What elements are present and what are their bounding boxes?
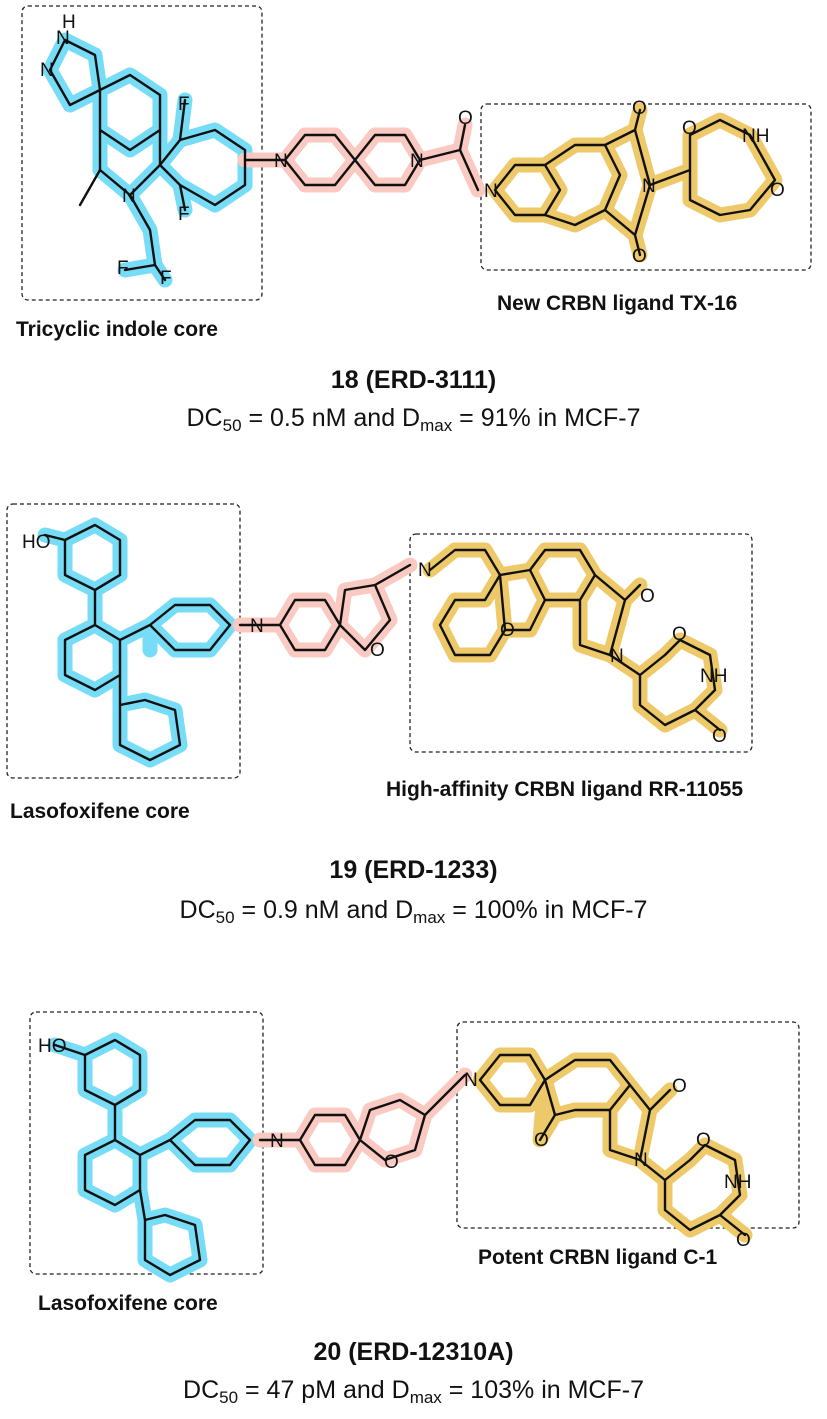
atom-label: H — [62, 12, 76, 33]
atom-label: N — [610, 646, 624, 667]
structure-compound-19: HO N O N O O N O NH O — [6, 503, 753, 779]
atom-label: N — [122, 186, 136, 207]
atom-label: O — [682, 118, 697, 139]
box-crbn-ligand-rr11055 — [409, 533, 753, 753]
atom-label: O — [736, 1230, 751, 1251]
label-crbn-ligand-tx16: New CRBN ligand TX-16 — [497, 292, 738, 315]
dmax-value: = 91% in MCF-7 — [452, 404, 641, 432]
dc50-value: = 0.5 nM and D — [241, 404, 421, 432]
atom-label: N — [642, 176, 656, 197]
structure-compound-18: N H N N F F F F N N O N O O N O NH O — [21, 5, 812, 301]
atom-label: F — [178, 94, 190, 115]
atom-label: F — [117, 258, 129, 279]
dc50-prefix: DC — [183, 1376, 220, 1404]
compound-20-activity: DC50 = 47 pM and Dmax = 103% in MCF-7 — [0, 1376, 827, 1407]
box-lasofoxifene-core — [6, 503, 241, 779]
dmax-sub: max — [420, 416, 453, 435]
label-lasofoxifene-core-2: Lasofoxifene core — [38, 1292, 218, 1315]
atom-label: O — [672, 624, 687, 645]
atom-label: N — [274, 151, 288, 172]
dc50-value: = 47 pM and D — [238, 1376, 410, 1404]
atom-label: N — [270, 1131, 284, 1152]
atom-label: N — [464, 1070, 478, 1091]
compound-20-name: 20 (ERD-12310A) — [313, 1338, 514, 1366]
atom-label: F — [160, 268, 172, 289]
atom-label: O — [696, 1130, 711, 1151]
bonds — [48, 38, 777, 282]
compound-18-activity: DC50 = 0.5 nM and Dmax = 91% in MCF-7 — [0, 404, 827, 435]
structure-compound-20: HO N O N O O N O NH O — [29, 1011, 800, 1283]
dmax-sub: max — [413, 908, 446, 927]
dc50-prefix: DC — [179, 896, 216, 924]
atom-label: N — [250, 616, 264, 637]
atom-label: O — [640, 586, 655, 607]
dc50-sub: 50 — [222, 416, 242, 435]
bonds — [43, 523, 722, 762]
bonds — [53, 1038, 747, 1277]
label-crbn-ligand-c1: Potent CRBN ligand C-1 — [478, 1246, 718, 1269]
dc50-prefix: DC — [186, 404, 223, 432]
atom-label: N — [634, 1150, 648, 1171]
atom-label: O — [370, 640, 385, 661]
dmax-value: = 100% in MCF-7 — [445, 896, 648, 924]
dc50-value: = 0.9 nM and D — [234, 896, 414, 924]
atom-label: O — [770, 180, 785, 201]
atom-label: O — [712, 726, 727, 747]
atom-label: F — [178, 204, 190, 225]
atom-label: NH — [724, 1172, 751, 1193]
dmax-value: = 103% in MCF-7 — [441, 1376, 644, 1404]
atom-label: N — [484, 181, 498, 202]
atom-label: O — [500, 620, 515, 641]
label-lasofoxifene-core: Lasofoxifene core — [10, 800, 190, 823]
atom-label: O — [458, 108, 473, 129]
atom-label: O — [672, 1076, 687, 1097]
warhead-highlight — [37, 517, 238, 768]
compound-18-name: 18 (ERD-3111) — [330, 366, 497, 394]
dc50-sub: 50 — [219, 1388, 239, 1407]
label-crbn-ligand-rr11055: High-affinity CRBN ligand RR-11055 — [386, 778, 744, 801]
atom-label: O — [384, 1152, 399, 1173]
atom-label: HO — [38, 1036, 67, 1057]
atom-label: O — [534, 1130, 549, 1151]
atom-label: N — [410, 151, 424, 172]
compound-19-activity: DC50 = 0.9 nM and Dmax = 100% in MCF-7 — [0, 896, 827, 927]
atom-label: N — [56, 28, 70, 49]
linker-highlight — [252, 1067, 473, 1173]
compound-19-name: 19 (ERD-1233) — [329, 856, 498, 884]
atom-label: HO — [22, 532, 51, 553]
atom-label: NH — [742, 126, 769, 147]
warhead-highlight — [42, 32, 253, 288]
atom-label: NH — [700, 666, 727, 687]
dc50-sub: 50 — [215, 908, 235, 927]
atom-label: N — [418, 560, 432, 581]
atom-label: O — [632, 98, 647, 119]
atom-label: O — [632, 246, 647, 267]
dmax-sub: max — [409, 1388, 442, 1407]
atom-label: N — [40, 60, 54, 81]
label-tricyclic-indole-core: Tricyclic indole core — [16, 318, 218, 341]
box-crbn-ligand-c1 — [456, 1021, 800, 1229]
